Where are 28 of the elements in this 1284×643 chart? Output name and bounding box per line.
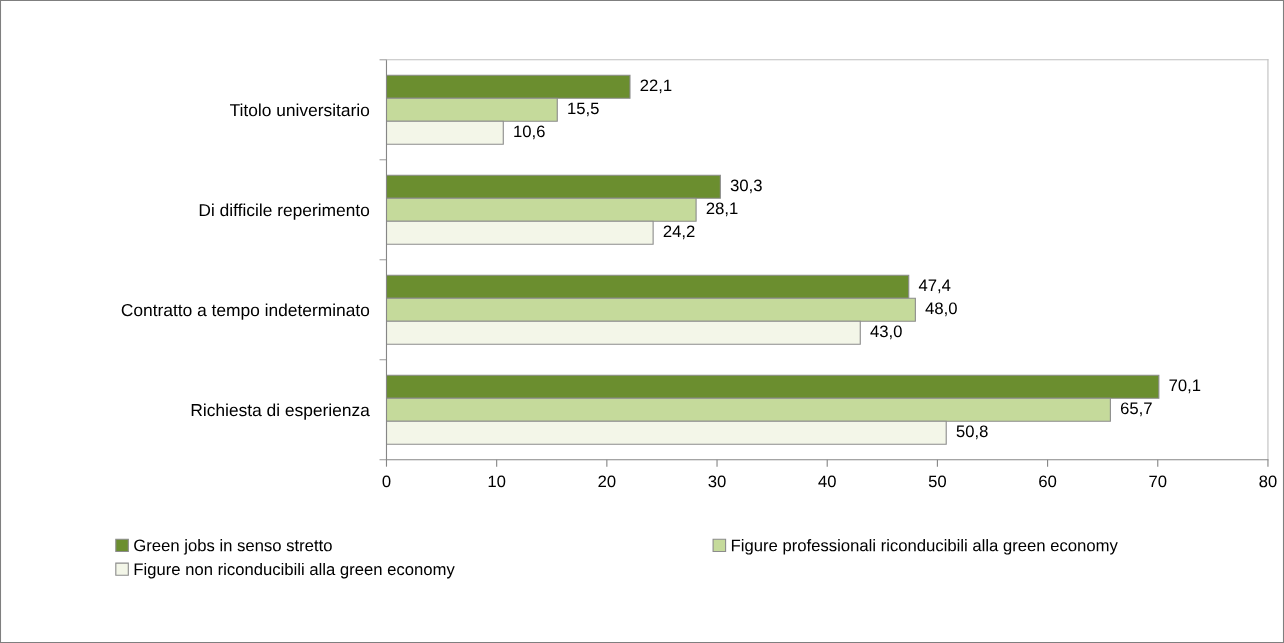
data-label: 15,5	[568, 102, 599, 117]
y-tick-label: Richiesta di esperienza	[191, 403, 370, 420]
x-tick-label: 80	[1259, 475, 1277, 488]
x-tick-label: 70	[1149, 475, 1167, 488]
data-label: 70,1	[1169, 379, 1201, 394]
x-tick-label: 0	[382, 475, 391, 488]
y-tick-label: Di difficile reperimento	[199, 203, 370, 220]
y-tick-label: Contratto a tempo indeterminato	[121, 303, 370, 320]
data-label: 22,1	[640, 79, 672, 94]
legend-label: Figure non riconducibili alla green economy	[134, 562, 455, 579]
data-label: 24,2	[663, 225, 695, 240]
data-label: 50,8	[956, 425, 988, 440]
data-label: 48,0	[925, 302, 957, 317]
legend-label: Figure professionali riconducibili alla green economy	[731, 539, 1118, 555]
data-label: 65,7	[1120, 402, 1152, 417]
data-label: 10,6	[514, 125, 545, 140]
x-tick-label: 10	[488, 475, 506, 488]
x-tick-label: 40	[818, 475, 836, 488]
x-tick-label: 20	[598, 475, 616, 488]
data-label: 28,1	[706, 202, 738, 217]
data-label: 30,3	[730, 179, 762, 194]
x-tick-label: 60	[1039, 475, 1057, 488]
x-tick-label: 50	[928, 475, 947, 488]
data-label: 43,0	[870, 325, 902, 340]
x-tick-label: 30	[708, 475, 726, 488]
legend-label: Green jobs in senso stretto	[134, 539, 332, 555]
data-label: 47,4	[918, 279, 951, 294]
y-tick-label: Titolo universitario	[230, 103, 370, 117]
